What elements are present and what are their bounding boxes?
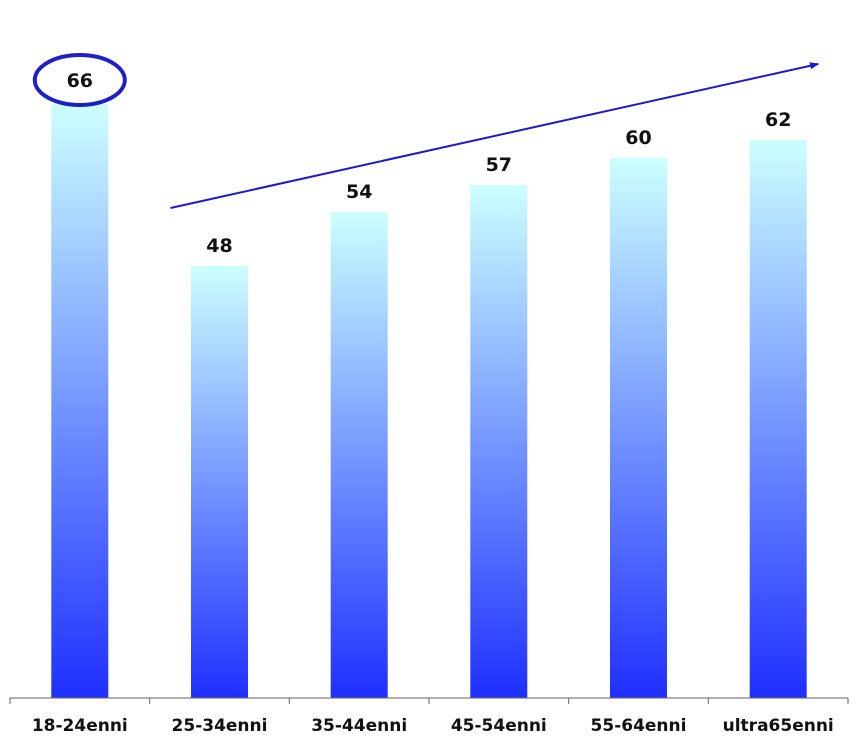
value-label-ultra65enni: 62 [765, 109, 791, 131]
category-label-25-34enni: 25-34enni [172, 716, 268, 736]
value-label-45-54enni: 57 [486, 154, 512, 176]
annotations [32, 53, 820, 209]
value-label-35-44enni: 54 [346, 181, 372, 203]
category-label-55-64enni: 55-64enni [591, 716, 687, 736]
bar-45-54enni [470, 185, 528, 698]
value-labels: 66 48 54 57 60 62 [67, 70, 792, 257]
bar-55-64enni [610, 158, 667, 698]
bar-18-24enni [51, 104, 109, 698]
category-labels: 18-24enni 25-34enni 35-44enni 45-54enni 55-6… [32, 716, 834, 736]
bar-25-34enni [191, 266, 248, 698]
value-label-18-24enni: 66 [67, 70, 93, 92]
bar-ultra65enni [749, 140, 807, 698]
category-label-35-44enni: 35-44enni [311, 716, 407, 736]
highlight-ring [32, 53, 127, 107]
category-label-18-24enni: 18-24enni [32, 716, 128, 736]
x-axis [9, 697, 849, 704]
value-label-25-34enni: 48 [206, 235, 232, 257]
category-label-ultra65enni: ultra65enni [723, 716, 834, 736]
category-label-45-54enni: 45-54enni [451, 716, 547, 736]
trend-arrow [170, 62, 820, 209]
bar-35-44enni [330, 212, 388, 698]
bars [51, 104, 807, 698]
value-label-55-64enni: 60 [625, 127, 651, 149]
